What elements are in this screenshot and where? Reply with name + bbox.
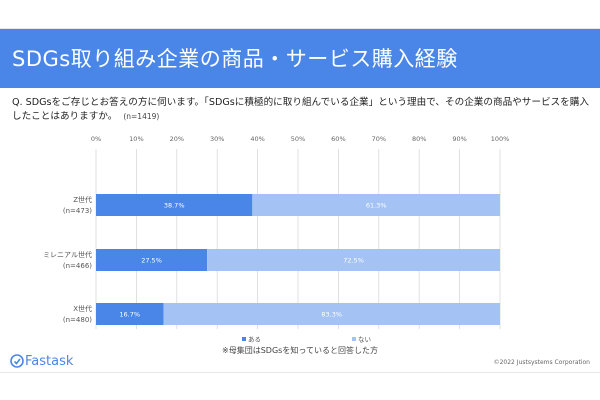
slide-title: SDGs取り組み企業の商品・サービス購入経験	[12, 47, 458, 71]
bar-segment	[252, 194, 500, 216]
bar-segment	[207, 249, 500, 271]
x-tick-label: 20%	[170, 135, 184, 143]
data-label: 16.7%	[119, 311, 140, 319]
data-label: 38.7%	[164, 202, 185, 210]
question-body: Q. SDGsをご存じとお答えの方に伺います。「SDGsに積極的に取り組んでいる…	[12, 97, 589, 122]
legend-swatch	[352, 337, 356, 341]
category-n-label: (n=473)	[63, 207, 92, 215]
stacked-bar-chart: 0% 10% 20% 30% 40% 50% 60% 70% 80% 90% 100% Z世代 (n=4…	[43, 135, 510, 344]
title-bar: SDGs取り組み企業の商品・サービス購入経験	[0, 29, 600, 88]
slide: SDGs取り組み企業の商品・サービス購入経験 Q. SDGsをご存じとお答えの方…	[0, 28, 600, 373]
copyright: ©2022 Justsystems Corporation	[493, 359, 590, 366]
question-text: Q. SDGsをご存じとお答えの方に伺います。「SDGsに積極的に取り組んでいる…	[12, 96, 592, 124]
category-n-label: (n=480)	[63, 316, 92, 324]
x-tick-label: 10%	[129, 135, 143, 143]
x-tick-label: 70%	[372, 135, 386, 143]
data-label: 27.5%	[141, 257, 162, 265]
x-tick-label: 0%	[91, 135, 101, 143]
legend-label: ある	[248, 336, 261, 344]
bar-segment	[96, 194, 253, 216]
x-tick-label: 60%	[331, 135, 345, 143]
x-tick-label: 80%	[412, 135, 426, 143]
legend-label: ない	[358, 336, 371, 344]
category-label: ミレニアル世代	[43, 250, 92, 259]
category-n-label: (n=466)	[63, 262, 92, 270]
x-tick-label: 90%	[452, 135, 466, 143]
data-label: 72.5%	[343, 257, 364, 265]
data-label: 83.3%	[321, 311, 342, 319]
x-tick-label: 30%	[210, 135, 224, 143]
x-tick-label: 100%	[491, 135, 510, 143]
brand-logo: Fastask	[10, 353, 73, 369]
x-tick-label: 50%	[291, 135, 305, 143]
fastask-logo-icon	[10, 354, 24, 368]
category-label: Z世代	[73, 195, 92, 204]
legend-swatch	[242, 337, 246, 341]
bar-segment	[163, 303, 500, 325]
x-tick-label: 40%	[250, 135, 264, 143]
footnote: ※母集団はSDGsを知っていると回答した方	[222, 346, 378, 355]
sample-size: (n=1419)	[123, 112, 160, 121]
category-label: X世代	[73, 304, 92, 313]
bar-segment	[96, 303, 164, 325]
bar-segment	[96, 249, 208, 271]
brand-name: Fastask	[25, 353, 74, 369]
data-label: 61.3%	[366, 202, 387, 210]
